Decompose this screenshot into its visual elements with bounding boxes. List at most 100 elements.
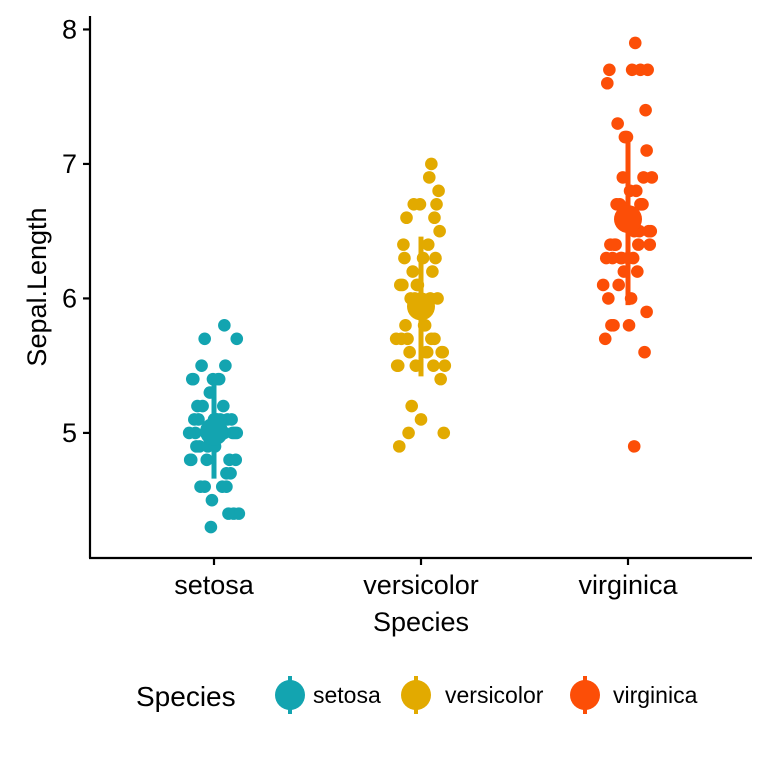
summary-layer [200,133,642,479]
data-point-virginica [634,197,647,211]
data-point-versicolor [402,426,415,440]
data-point-virginica [601,76,614,90]
data-point-versicolor [405,399,418,413]
data-point-virginica [608,238,621,251]
data-point-setosa [219,359,232,372]
legend-key-dot [275,680,305,710]
data-point-versicolor [414,413,428,426]
data-point-setosa [229,453,243,467]
x-axis-title: Species [373,607,469,637]
data-point-setosa [194,480,207,494]
data-point-setosa [192,413,205,426]
data-point-setosa [218,319,231,332]
data-point-virginica [603,63,616,77]
data-point-versicolor [438,359,452,372]
data-point-virginica [640,144,653,157]
data-point-virginica [599,251,613,265]
data-point-versicolor [421,238,435,251]
data-point-setosa [217,399,230,413]
data-point-setosa [225,413,238,426]
data-point-setosa [200,453,214,467]
data-point-versicolor [425,157,438,171]
data-point-virginica [628,36,642,50]
data-point-versicolor [422,171,436,184]
data-point-versicolor [429,251,442,265]
mean-point-setosa [200,417,228,446]
legend-label: virginica [613,682,698,708]
data-point-virginica [643,238,657,251]
data-point-setosa [224,466,237,480]
legend-item-setosa: setosa [275,676,381,714]
x-axis: setosa versicolor virginica [89,556,752,600]
data-point-virginica [640,305,653,319]
data-point-setosa [191,399,204,413]
data-point-setosa [211,372,225,386]
data-point-versicolor [434,372,447,386]
data-point-setosa [195,359,208,372]
data-point-versicolor [432,184,445,198]
y-ticks: 5 6 7 8 [62,14,90,448]
y-axis-title: Sepal.Length [22,207,52,366]
data-point-setosa [183,453,197,467]
data-point-virginica [596,278,610,292]
data-point-versicolor [391,359,405,372]
data-point-versicolor [430,197,443,211]
legend-items: setosa versicolor virginica [275,676,698,714]
mean-point-versicolor [407,292,435,321]
data-point-setosa [222,507,235,520]
data-point-virginica [639,103,652,117]
data-point-virginica [622,319,636,332]
y-tick-label: 6 [62,283,77,313]
data-point-setosa [185,372,199,386]
y-axis: 5 6 7 8 [62,14,92,558]
data-point-virginica [611,117,624,130]
data-point-setosa [232,507,246,520]
data-point-versicolor [398,251,411,265]
data-point-setosa [198,332,211,346]
data-point-virginica [632,238,645,251]
legend-item-versicolor: versicolor [401,676,544,714]
data-point-setosa [230,332,244,346]
data-point-versicolor [397,238,410,251]
legend-key-dot [401,680,431,710]
y-tick-label: 7 [62,149,77,179]
data-point-versicolor [399,319,412,332]
data-point-versicolor [427,359,440,372]
data-point-versicolor [428,332,441,346]
data-point-setosa [182,426,196,440]
data-point-versicolor [400,211,413,225]
y-tick-label: 8 [62,14,77,44]
data-point-versicolor [392,440,406,453]
x-ticks: setosa versicolor virginica [174,558,678,600]
legend-title: Species [136,681,236,712]
data-point-virginica [598,332,612,346]
data-point-virginica [605,319,618,332]
data-point-versicolor [395,332,408,346]
data-point-versicolor [433,224,446,238]
legend-label: versicolor [445,682,544,708]
data-point-virginica [638,345,651,359]
data-point-versicolor [394,278,407,292]
x-tick-label-versicolor: versicolor [363,570,479,600]
data-point-virginica [625,63,639,77]
x-tick-label-virginica: virginica [578,570,678,600]
legend-key-dot [570,680,600,710]
data-point-setosa [220,480,233,494]
data-point-setosa [205,493,219,507]
data-point-virginica [631,265,644,278]
data-point-versicolor [413,197,427,211]
mean-point-virginica [614,205,642,234]
data-point-virginica [642,224,655,238]
data-point-virginica [641,63,654,77]
y-tick-label: 5 [62,418,77,448]
data-point-versicolor [428,211,441,225]
data-point-versicolor [403,345,416,359]
data-point-virginica [612,278,625,292]
data-point-versicolor [420,345,434,359]
x-tick-label-setosa: setosa [174,570,255,600]
legend: Species setosa versicolor virginica [136,676,698,714]
legend-label: setosa [313,682,381,708]
data-point-virginica [602,292,615,305]
data-point-setosa [204,520,218,534]
